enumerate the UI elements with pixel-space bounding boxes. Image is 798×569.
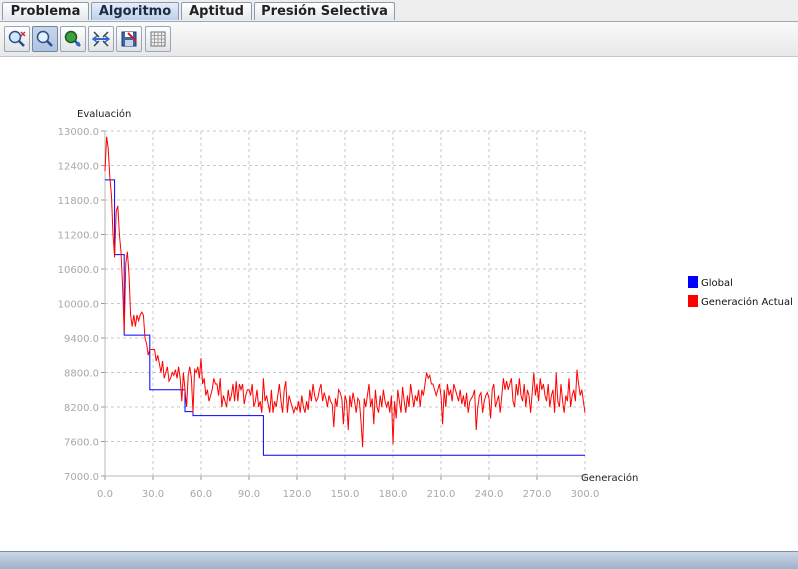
zoom-out-icon (64, 30, 81, 47)
x-tick-label: 120.0 (283, 489, 312, 500)
x-tick-label: 240.0 (475, 489, 504, 500)
y-axis-label: Evaluación (77, 108, 131, 120)
y-tick-label: 10000.0 (58, 300, 99, 311)
chart-grid (104, 130, 586, 477)
zoom-in-icon (8, 30, 26, 47)
tab-label: Problema (10, 4, 81, 19)
y-tick-label: 12400.0 (58, 162, 99, 173)
legend-label: Generación Actual (701, 296, 793, 308)
x-tick-label: 90.0 (238, 489, 260, 500)
x-tick-label: 0.0 (97, 489, 113, 500)
chart-legend: Global Generación Actual (688, 276, 793, 308)
save-button[interactable] (116, 26, 142, 52)
chart-axes: 0.0 30.0 60.0 90.0 120.0 150.0 180.0 210.0 240.0… (58, 108, 639, 500)
tab-algoritmo[interactable]: Algoritmo (91, 2, 179, 20)
y-tick-label: 11800.0 (58, 196, 99, 207)
series-line-generacion-actual (104, 136, 586, 448)
zoom-button[interactable] (32, 26, 58, 52)
tab-label: Algoritmo (98, 4, 172, 19)
x-axis-label: Generación (581, 472, 638, 484)
zoom-out-button[interactable] (60, 26, 86, 52)
grid-button[interactable] (145, 26, 171, 52)
tab-presion-selectiva[interactable]: Presión Selectiva (254, 2, 395, 20)
x-tick-label: 180.0 (379, 489, 408, 500)
chart-series (104, 136, 586, 456)
y-tick-label: 11200.0 (58, 231, 99, 242)
legend-swatch (688, 276, 698, 288)
tab-label: Aptitud (189, 4, 244, 19)
chart-toolbar (0, 22, 798, 57)
tab-bar: Problema Algoritmo Aptitud Presión Selec… (0, 0, 798, 22)
series-line-global (105, 179, 585, 456)
y-tick-label: 10600.0 (58, 265, 99, 276)
fit-icon (91, 31, 111, 47)
tab-label: Presión Selectiva (261, 4, 388, 19)
y-tick-label: 9400.0 (64, 334, 99, 345)
evaluation-chart: 0.0 30.0 60.0 90.0 120.0 150.0 180.0 210.0 240.0… (58, 108, 793, 500)
legend-label: Global (701, 278, 733, 289)
x-tick-label: 210.0 (427, 489, 456, 500)
x-tick-label: 30.0 (142, 489, 164, 500)
grid-icon (150, 31, 166, 47)
y-tick-label: 13000.0 (58, 127, 99, 138)
save-icon (121, 31, 137, 47)
fit-button[interactable] (88, 26, 114, 52)
y-tick-label: 7000.0 (64, 472, 99, 483)
y-tick-label: 8800.0 (64, 369, 99, 380)
x-tick-label: 270.0 (523, 489, 552, 500)
x-tick-label: 60.0 (190, 489, 212, 500)
tab-aptitud[interactable]: Aptitud (181, 2, 252, 20)
x-tick-label: 150.0 (331, 489, 360, 500)
legend-swatch (688, 295, 698, 307)
zoom-in-button[interactable] (4, 26, 30, 52)
zoom-icon (36, 30, 53, 47)
y-tick-label: 7600.0 (64, 438, 99, 449)
status-bar (0, 551, 798, 569)
y-tick-label: 8200.0 (64, 403, 99, 414)
chart-panel: 0.0 30.0 60.0 90.0 120.0 150.0 180.0 210.0 240.0… (0, 57, 798, 551)
x-tick-label: 300.0 (571, 489, 600, 500)
tab-problema[interactable]: Problema (2, 2, 89, 20)
